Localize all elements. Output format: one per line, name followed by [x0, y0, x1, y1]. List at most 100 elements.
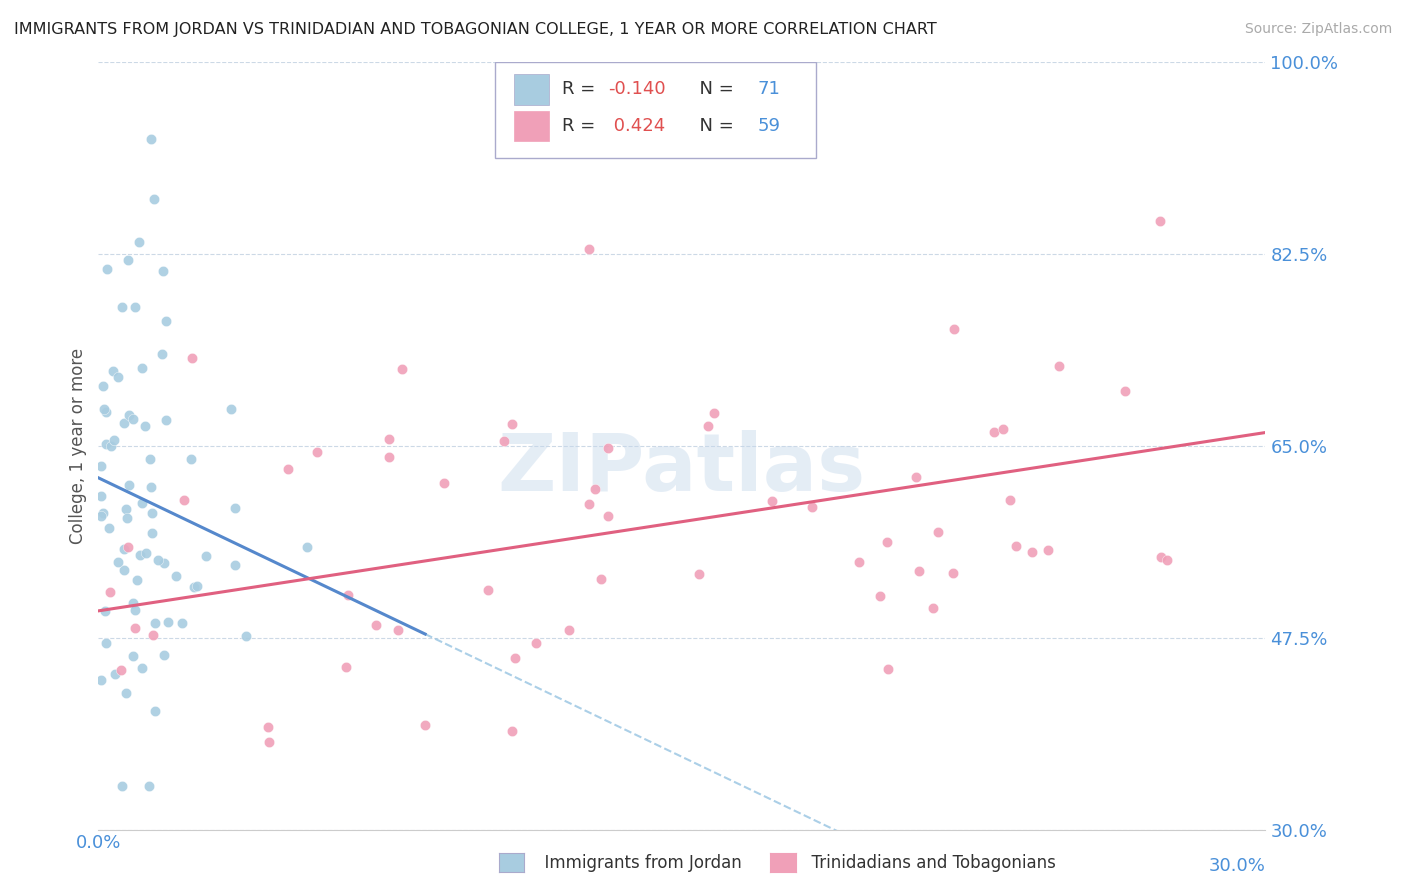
Point	[179, 451, 201, 466]
Point	[904, 469, 927, 483]
Point	[172, 615, 194, 630]
Point	[186, 579, 208, 593]
Point	[1114, 384, 1136, 398]
Point	[122, 412, 145, 426]
Point	[115, 511, 138, 525]
Point	[143, 615, 166, 630]
Point	[90, 489, 112, 503]
Point	[139, 452, 162, 467]
Point	[131, 361, 153, 376]
Text: IMMIGRANTS FROM JORDAN VS TRINIDADIAN AND TOBAGONIAN COLLEGE, 1 YEAR OR MORE COR: IMMIGRANTS FROM JORDAN VS TRINIDADIAN AN…	[14, 22, 936, 37]
Text: N =: N =	[688, 117, 740, 135]
Text: N =: N =	[688, 80, 740, 98]
Point	[578, 496, 600, 510]
Point	[155, 314, 177, 328]
Point	[598, 442, 620, 456]
Point	[90, 509, 112, 524]
Point	[100, 439, 122, 453]
Text: Trinidadians and Tobagonians: Trinidadians and Tobagonians	[801, 855, 1056, 872]
Point	[801, 500, 824, 514]
Y-axis label: College, 1 year or more: College, 1 year or more	[69, 348, 87, 544]
Point	[111, 300, 134, 314]
Point	[761, 493, 783, 508]
Point	[413, 718, 436, 732]
Point	[378, 450, 401, 464]
Point	[97, 521, 120, 535]
Point	[1047, 359, 1070, 373]
Point	[153, 557, 176, 571]
Point	[143, 193, 166, 207]
Point	[112, 416, 135, 430]
Point	[1036, 543, 1059, 558]
Point	[96, 636, 118, 650]
Point	[922, 601, 945, 615]
Text: 30.0%: 30.0%	[1209, 857, 1265, 875]
Point	[257, 735, 280, 749]
Point	[96, 262, 118, 277]
Point	[558, 624, 581, 638]
Point	[124, 603, 146, 617]
Point	[115, 501, 138, 516]
Point	[165, 568, 187, 582]
Point	[869, 589, 891, 603]
Point	[387, 623, 409, 637]
Point	[143, 704, 166, 718]
Point	[589, 572, 612, 586]
Point	[696, 419, 718, 434]
Point	[155, 413, 177, 427]
Point	[94, 437, 117, 451]
Point	[364, 618, 387, 632]
Point	[91, 506, 114, 520]
Point	[138, 779, 160, 793]
Point	[139, 132, 162, 146]
Point	[153, 648, 176, 662]
Point	[135, 545, 157, 559]
Text: 0.424: 0.424	[609, 117, 665, 135]
Point	[103, 433, 125, 447]
Point	[908, 564, 931, 578]
Point	[277, 462, 299, 476]
Point	[128, 235, 150, 250]
Point	[141, 525, 163, 540]
Point	[942, 322, 965, 336]
Point	[90, 458, 112, 473]
Point	[94, 405, 117, 419]
Point	[219, 402, 242, 417]
Point	[688, 566, 710, 581]
Point	[112, 541, 135, 556]
Point	[583, 483, 606, 497]
Point	[501, 723, 523, 738]
Point	[703, 406, 725, 420]
Point	[98, 585, 121, 599]
FancyBboxPatch shape	[513, 111, 548, 142]
Point	[335, 660, 357, 674]
Point	[224, 500, 246, 515]
Point	[111, 779, 134, 793]
Point	[134, 418, 156, 433]
Point	[336, 588, 359, 602]
Point	[121, 648, 143, 663]
Point	[94, 604, 117, 618]
Point	[180, 351, 202, 366]
Point	[501, 417, 523, 431]
Point	[112, 563, 135, 577]
Point	[117, 252, 139, 267]
Point	[1021, 545, 1043, 559]
Point	[477, 582, 499, 597]
Text: R =: R =	[562, 117, 600, 135]
Point	[142, 628, 165, 642]
Point	[103, 667, 125, 681]
Point	[991, 422, 1014, 436]
Point	[115, 686, 138, 700]
Point	[377, 433, 399, 447]
Text: ZIPatlas: ZIPatlas	[498, 430, 866, 508]
Point	[101, 364, 124, 378]
Point	[131, 661, 153, 675]
Point	[107, 555, 129, 569]
Point	[305, 444, 328, 458]
Point	[876, 534, 898, 549]
FancyBboxPatch shape	[513, 74, 548, 104]
Point	[1149, 549, 1171, 564]
Point	[129, 548, 152, 562]
Text: R =: R =	[562, 80, 600, 98]
